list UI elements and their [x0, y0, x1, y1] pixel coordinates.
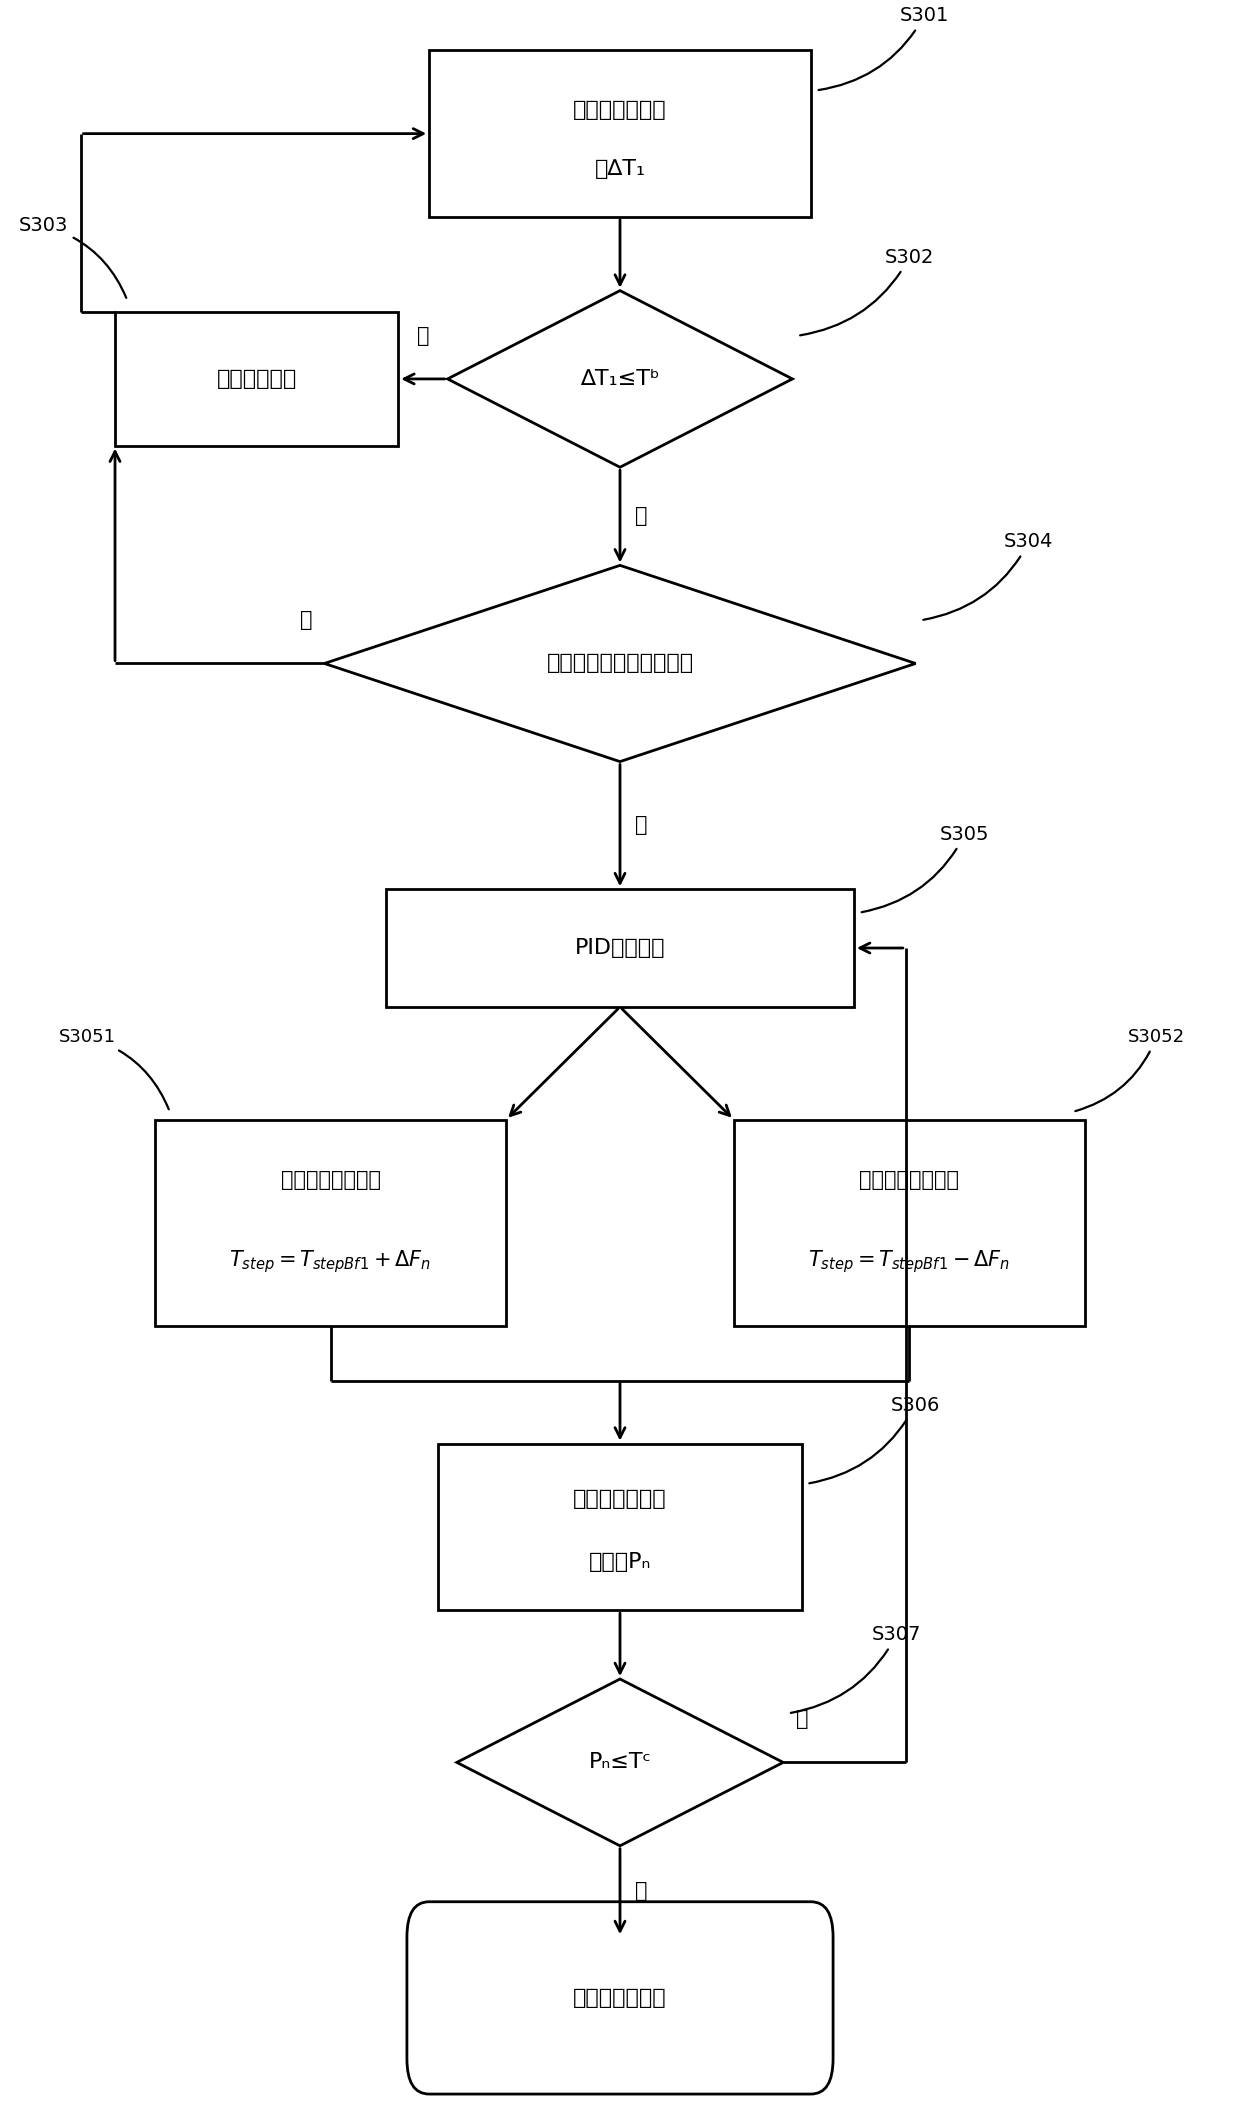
FancyBboxPatch shape [438, 1443, 802, 1610]
FancyBboxPatch shape [386, 888, 854, 1006]
FancyBboxPatch shape [429, 51, 811, 217]
Text: PID控制模式: PID控制模式 [575, 939, 665, 958]
Text: S3052: S3052 [1075, 1028, 1185, 1112]
Text: S303: S303 [19, 217, 126, 298]
Text: S306: S306 [810, 1395, 940, 1483]
FancyBboxPatch shape [115, 312, 398, 445]
FancyBboxPatch shape [407, 1901, 833, 2093]
Text: 否: 否 [300, 610, 312, 631]
Text: 获取环境温度偏: 获取环境温度偏 [573, 99, 667, 120]
Text: 制冷时控制输出：: 制冷时控制输出： [280, 1169, 381, 1190]
Text: 否: 否 [417, 325, 429, 346]
Text: Pₙ≤Tᶜ: Pₙ≤Tᶜ [589, 1753, 651, 1772]
Text: ∆T₁≤Tᵇ: ∆T₁≤Tᵇ [580, 369, 660, 388]
Polygon shape [456, 1680, 784, 1846]
Text: 否: 否 [796, 1709, 808, 1730]
Text: $T_{step}=T_{stepBf1}+\Delta F_n$: $T_{step}=T_{stepBf1}+\Delta F_n$ [229, 1249, 432, 1274]
Text: 一般控制模式: 一般控制模式 [217, 369, 296, 388]
Text: $T_{step}=T_{stepBf1}-\Delta F_n$: $T_{step}=T_{stepBf1}-\Delta F_n$ [808, 1249, 1011, 1274]
FancyBboxPatch shape [734, 1120, 1085, 1325]
Text: S301: S301 [818, 6, 949, 91]
Polygon shape [448, 291, 792, 466]
Text: S305: S305 [862, 825, 990, 912]
Text: S302: S302 [800, 247, 934, 335]
Text: 获取体感温度当: 获取体感温度当 [573, 1490, 667, 1509]
Text: 是: 是 [635, 814, 647, 836]
Text: 成功获取实际体感温度？: 成功获取实际体感温度？ [547, 654, 693, 673]
Text: S3051: S3051 [58, 1028, 169, 1110]
Text: S307: S307 [791, 1625, 921, 1713]
Polygon shape [325, 565, 915, 762]
Text: 制冷时控制输出：: 制冷时控制输出： [859, 1169, 960, 1190]
Text: 原设定参数运行: 原设定参数运行 [573, 1988, 667, 2009]
Text: 差∆T₁: 差∆T₁ [594, 158, 646, 179]
Text: 前偏差Pₙ: 前偏差Pₙ [589, 1553, 651, 1572]
FancyBboxPatch shape [155, 1120, 506, 1325]
Text: S304: S304 [924, 532, 1054, 620]
Text: 是: 是 [635, 1882, 647, 1901]
Text: 是: 是 [635, 506, 647, 525]
